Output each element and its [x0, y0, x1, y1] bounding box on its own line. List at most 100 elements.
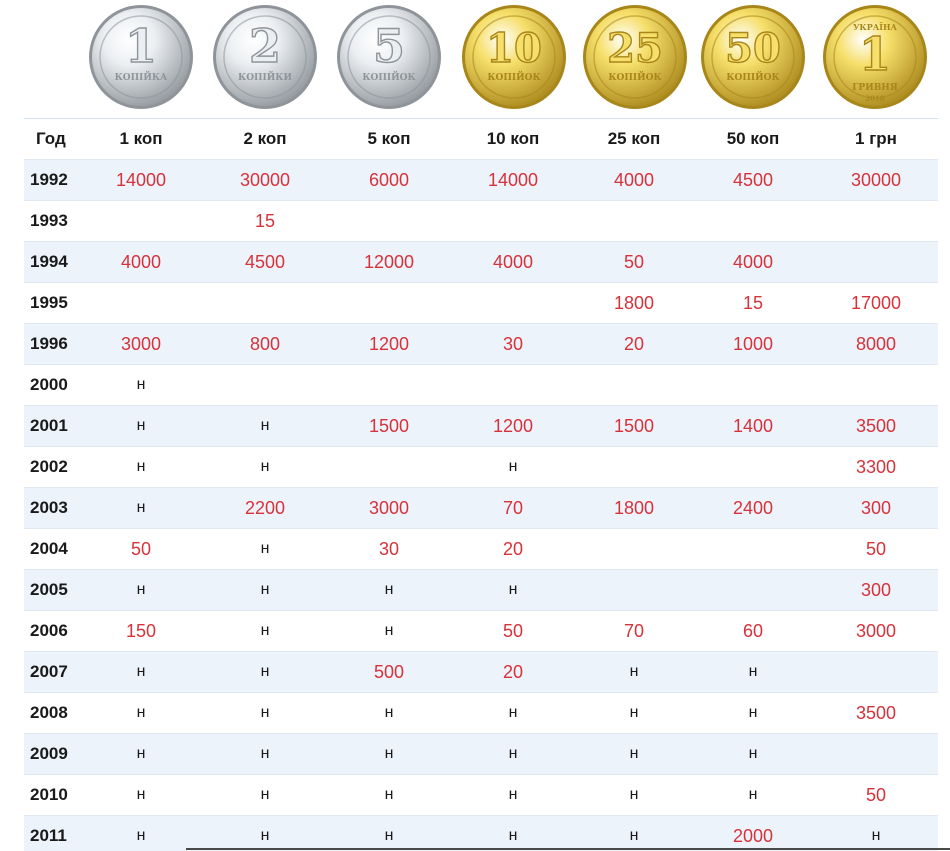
mintage-cell: 4500 [202, 241, 328, 283]
coin-numeral: 25 [607, 25, 663, 72]
mintage-cell: н [202, 528, 328, 570]
coin-5-kop-icon: 5 КОПІЙОК [336, 4, 442, 110]
row-year: 1994 [24, 241, 80, 283]
mintage-cell: н [450, 446, 576, 488]
mintage-cell [576, 364, 692, 406]
mintage-cell: 15 [202, 200, 328, 242]
mintage-cell [202, 364, 328, 406]
column-header-10-kop: 10 коп [450, 118, 576, 160]
mintage-cell: н [576, 733, 692, 775]
mintage-cell: 50 [814, 528, 938, 570]
mintage-cell: 150 [80, 610, 202, 652]
mintage-cell: н [576, 692, 692, 734]
row-year: 1995 [24, 282, 80, 324]
mintage-cell [202, 282, 328, 324]
table-row: 2007 н н 500 20 н н [24, 651, 938, 693]
column-header-1-grn: 1 грн [814, 118, 938, 160]
row-year: 1992 [24, 159, 80, 201]
coin-denomination-word: ГРИВНЯ [852, 83, 898, 93]
mintage-cell: 50 [450, 610, 576, 652]
column-header-2-kop: 2 коп [202, 118, 328, 160]
mintage-cell: 20 [450, 651, 576, 693]
coin-denomination-word: КОПІЙОК [726, 70, 780, 83]
mintage-cell: н [692, 651, 814, 693]
mintage-cell: 4000 [80, 241, 202, 283]
mintage-cell: 1500 [576, 405, 692, 447]
coin-numeral: 5 [373, 19, 405, 73]
mintage-cell: н [328, 692, 450, 734]
mintage-cell: н [692, 774, 814, 816]
mintage-cell [328, 446, 450, 488]
row-year: 1993 [24, 200, 80, 242]
mintage-cell [692, 364, 814, 406]
bottom-divider [186, 848, 950, 850]
mintage-cell [692, 569, 814, 611]
mintage-cell: 3500 [814, 405, 938, 447]
coin-numeral: 2 [249, 19, 281, 73]
mintage-cell: 12000 [328, 241, 450, 283]
mintage-cell: 2200 [202, 487, 328, 529]
mintage-cell: 50 [80, 528, 202, 570]
mintage-cell: 70 [450, 487, 576, 529]
row-year: 2011 [24, 815, 80, 851]
mintage-cell [576, 528, 692, 570]
mintage-cell [450, 364, 576, 406]
mintage-cell: 800 [202, 323, 328, 365]
row-year: 2009 [24, 733, 80, 775]
column-header-1-kop: 1 коп [80, 118, 202, 160]
mintage-cell [692, 200, 814, 242]
mintage-cell: н [202, 692, 328, 734]
coin-2-kop-icon: 2 КОПІЙКИ [212, 4, 318, 110]
mintage-cell: н [328, 569, 450, 611]
coin-1-kop-icon: 1 КОПІЙКА [88, 4, 194, 110]
table-row: 2002 н н н 3300 [24, 446, 938, 488]
mintage-cell: 3300 [814, 446, 938, 488]
mintage-cell: н [450, 692, 576, 734]
row-year: 2006 [24, 610, 80, 652]
mintage-cell: н [80, 487, 202, 529]
mintage-table: Год 1 коп 2 коп 5 коп 10 коп 25 коп 50 к… [24, 118, 938, 851]
table-row: 1995 1800 15 17000 [24, 282, 938, 324]
mintage-cell: 1400 [692, 405, 814, 447]
mintage-cell [80, 282, 202, 324]
mintage-cell [814, 651, 938, 693]
mintage-cell: 14000 [80, 159, 202, 201]
mintage-cell: н [80, 692, 202, 734]
mintage-cell: н [80, 774, 202, 816]
mintage-cell: н [80, 405, 202, 447]
mintage-cell: 70 [576, 610, 692, 652]
mintage-cell: н [80, 569, 202, 611]
coin-denomination-word: КОПІЙОК [362, 70, 416, 83]
mintage-cell [814, 733, 938, 775]
mintage-cell: 4000 [692, 241, 814, 283]
mintage-cell [328, 200, 450, 242]
column-header-5-kop: 5 коп [328, 118, 450, 160]
mintage-cell: 3500 [814, 692, 938, 734]
mintage-cell: 50 [576, 241, 692, 283]
mintage-cell: н [202, 774, 328, 816]
row-year: 2003 [24, 487, 80, 529]
mintage-cell: н [814, 815, 938, 851]
mintage-cell: н [328, 774, 450, 816]
mintage-cell [692, 528, 814, 570]
mintage-cell: н [450, 569, 576, 611]
coin-denomination-word: КОПІЙОК [608, 70, 662, 83]
coin-numeral: 1 [859, 27, 891, 81]
coin-1-grn-icon: 1 ГРИВНЯ УКРАЇНА 2018 [822, 4, 928, 110]
mintage-cell [576, 446, 692, 488]
mintage-cell: н [450, 815, 576, 851]
mintage-cell: 500 [328, 651, 450, 693]
coin-denomination-word: КОПІЙКА [115, 70, 168, 83]
mintage-cell: 15 [692, 282, 814, 324]
mintage-cell: 50 [814, 774, 938, 816]
mintage-cell [692, 446, 814, 488]
mintage-cell [450, 282, 576, 324]
row-year: 2001 [24, 405, 80, 447]
mintage-cell: 1000 [692, 323, 814, 365]
mintage-cell: 30 [328, 528, 450, 570]
mintage-cell: 2400 [692, 487, 814, 529]
column-header-50-kop: 50 коп [692, 118, 814, 160]
column-header-25-kop: 25 коп [576, 118, 692, 160]
mintage-table-body: 1992 14000 30000 6000 14000 4000 4500 30000 1993… [24, 159, 938, 851]
